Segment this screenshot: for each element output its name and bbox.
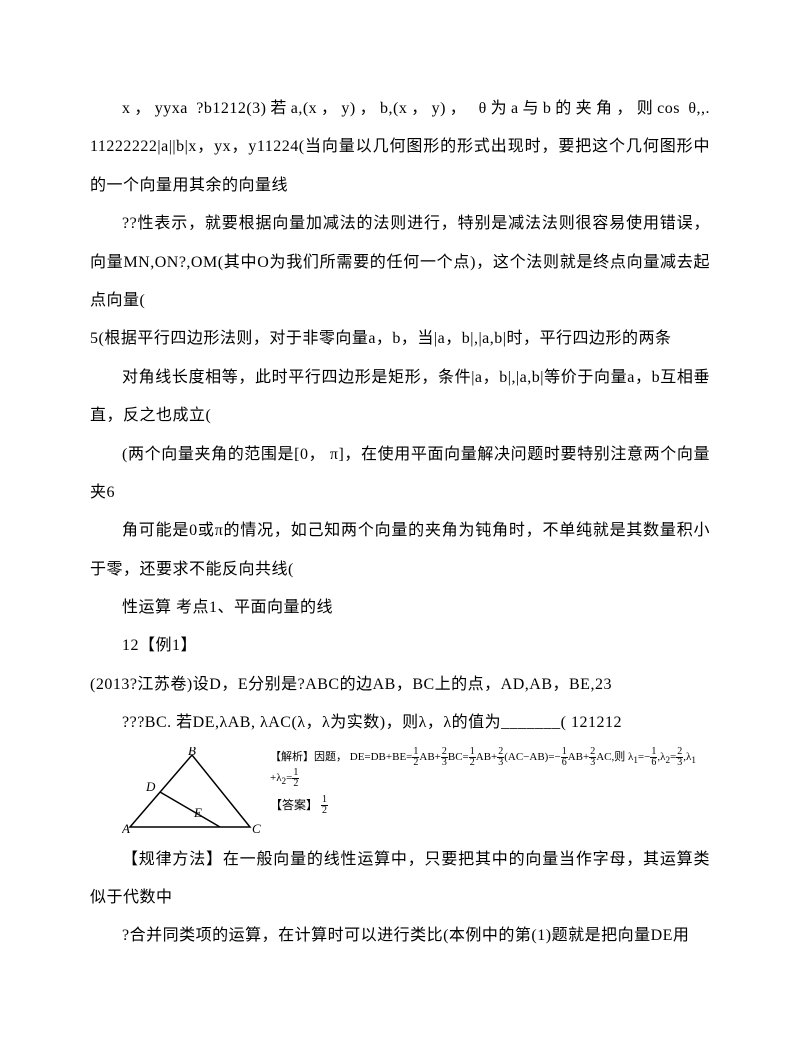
paragraph-8: 12【例1】	[90, 627, 710, 665]
answer-line: 【答案】 12	[270, 795, 710, 817]
paragraph-4: 对角线长度相等，此时平行四边形是矩形，条件|a，b|,|a,b|等价于向量a，b…	[90, 359, 710, 436]
paragraph-12: ?合并同类项的运算，在计算时可以进行类比(本例中的第(1)题就是把向量DE用	[90, 917, 710, 955]
label-e: E	[193, 805, 202, 820]
paragraph-9: (2013?江苏卷)设D，E分别是?ABC的边AB，BC上的点，AD,AB，BE…	[90, 666, 710, 704]
label-b: B	[188, 747, 196, 758]
paragraph-2: ??性表示，就要根据向量加减法的法则进行，特别是减法法则很容易使用错误，向量MN…	[90, 205, 710, 320]
formula-tail: +λ2=12	[270, 768, 710, 789]
segment-de	[160, 792, 220, 827]
formula-box: 【解析】因题， DE=DB+BE=12AB+23BC=12AB+23(AC−AB…	[262, 747, 710, 817]
formula-body: DE=DB+BE=12AB+23BC=12AB+23(AC−AB)=−16AB+…	[350, 751, 696, 763]
paragraph-11: 【规律方法】在一般向量的线性运算中，只要把其中的向量当作字母，其运算类似于代数中	[90, 841, 710, 918]
paragraph-1: x，yyxa ?b1212(3)若a,(x，y)，b,(x，y)， θ为a与b的…	[90, 90, 710, 205]
answer-prefix: 【答案】	[270, 798, 318, 812]
paragraph-10: ???BC. 若DE,λAB, λAC(λ，λ为实数)，则λ，λ的值为_____…	[90, 704, 710, 742]
label-a: A	[122, 821, 130, 836]
formula-prefix: 【解析】因题，	[270, 751, 347, 763]
figure-row: A B C D E 【解析】因题， DE=DB+BE=12AB+23BC=12A…	[122, 747, 710, 837]
paragraph-3: 5(根据平行四边形法则，对于非零向量a，b，当|a，b|,|a,b|时，平行四边…	[90, 320, 710, 358]
label-d: D	[145, 779, 156, 794]
formula-main: 【解析】因题， DE=DB+BE=12AB+23BC=12AB+23(AC−AB…	[270, 747, 710, 768]
label-c: C	[252, 821, 261, 836]
paragraph-5: (两个向量夹角的范围是[0， π]，在使用平面向量解决问题时要特别注意两个向量夹…	[90, 436, 710, 513]
document-page: x，yyxa ?b1212(3)若a,(x，y)，b,(x，y)， θ为a与b的…	[0, 0, 800, 1046]
triangle-svg: A B C D E	[122, 747, 262, 837]
paragraph-7: 性运算 考点1、平面向量的线	[90, 589, 710, 627]
triangle-diagram: A B C D E	[122, 747, 262, 837]
answer-value: 12	[321, 798, 328, 812]
paragraph-6: 角可能是0或π的情况，如己知两个向量的夹角为钝角时，不单纯就是其数量积小于零，还…	[90, 512, 710, 589]
